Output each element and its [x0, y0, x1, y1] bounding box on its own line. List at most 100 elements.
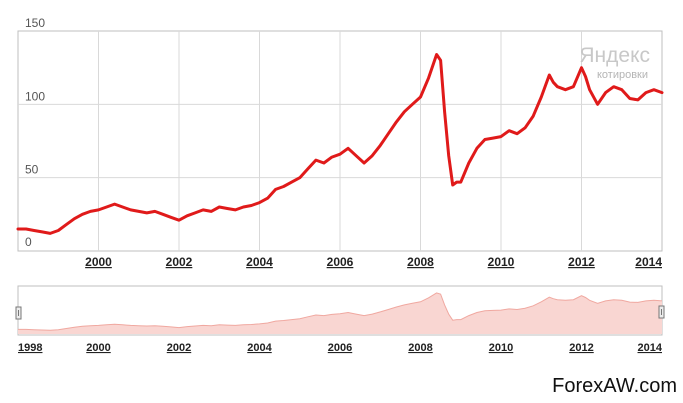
navigator-right-handle[interactable] — [658, 305, 665, 319]
data-point — [444, 111, 446, 113]
data-point — [331, 156, 333, 158]
data-point — [532, 115, 534, 117]
data-point — [564, 89, 567, 91]
data-point — [226, 207, 228, 210]
data-point — [258, 202, 261, 204]
data-point — [97, 209, 100, 211]
data-point — [460, 181, 462, 183]
data-point — [452, 184, 454, 186]
data-point — [114, 203, 116, 205]
data-point — [456, 181, 458, 183]
y-tick-label: 50 — [25, 163, 39, 177]
data-point — [613, 86, 615, 88]
data-point — [210, 210, 212, 212]
x-tick-label: 2012 — [568, 255, 595, 269]
navigator-line — [18, 292, 663, 331]
data-point — [645, 92, 647, 94]
navigator-left-handle[interactable] — [15, 306, 22, 320]
data-point — [516, 133, 518, 135]
data-point — [202, 209, 204, 211]
x-tick-label: 2002 — [166, 255, 193, 269]
data-point — [492, 137, 494, 139]
data-point — [597, 103, 599, 105]
navigator-tick-label: 2010 — [489, 342, 513, 354]
data-point — [347, 147, 349, 149]
data-point — [524, 127, 526, 129]
data-point — [267, 197, 269, 199]
data-point — [178, 219, 180, 221]
navigator-tick-label: 1998 — [18, 342, 42, 354]
navigator-tick-label: 2000 — [86, 342, 110, 354]
main-y-axis: 0 50 100 150 — [25, 16, 45, 249]
data-point — [122, 206, 124, 208]
data-point — [395, 121, 397, 123]
main-series-layer — [16, 53, 664, 235]
main-x-axis: 2000 2002 2004 2006 2008 2010 2012 2014 — [85, 255, 662, 269]
data-point — [65, 224, 67, 226]
navigator-tick-label: 2014 — [638, 342, 663, 354]
data-point — [283, 185, 285, 188]
data-point — [661, 92, 663, 94]
data-point — [299, 177, 301, 179]
data-point — [41, 231, 43, 233]
data-point — [552, 81, 554, 83]
data-point — [436, 53, 438, 56]
x-tick-label: 2014 — [635, 255, 662, 269]
data-point — [339, 153, 341, 155]
data-point — [403, 111, 405, 113]
data-point — [130, 209, 132, 211]
navigator-tick-label: 2004 — [247, 342, 272, 354]
x-tick-label: 2008 — [407, 255, 434, 269]
data-point — [629, 97, 631, 100]
navigator-area — [18, 292, 662, 334]
data-point — [637, 99, 639, 101]
data-point — [355, 155, 357, 157]
price-line — [16, 53, 664, 235]
navigator-x-axis: 1998 2000 2002 2004 2006 2008 2010 2012 2014 — [18, 342, 663, 354]
navigator-tick-label: 2008 — [408, 342, 432, 354]
data-point — [323, 162, 325, 164]
data-point — [589, 89, 591, 91]
data-point — [49, 232, 51, 234]
yandex-watermark: Яндекс котировки — [579, 44, 650, 81]
navigator-tick-label: 2002 — [167, 342, 191, 354]
data-point — [275, 188, 277, 190]
data-point — [540, 96, 542, 98]
x-tick-label: 2004 — [246, 255, 273, 269]
data-point — [33, 229, 35, 232]
data-point — [411, 103, 413, 105]
navigator-series-layer — [18, 292, 663, 334]
data-point — [106, 206, 108, 208]
data-point — [379, 144, 381, 146]
data-point — [154, 210, 156, 212]
data-point — [291, 181, 293, 183]
data-point — [89, 210, 91, 212]
data-point — [363, 162, 365, 164]
data-point — [162, 213, 164, 215]
data-point — [138, 210, 140, 212]
x-tick-label: 2006 — [327, 255, 354, 269]
data-point — [548, 74, 550, 76]
watermark-subtitle: котировки — [597, 69, 648, 81]
data-point — [440, 59, 442, 61]
data-point — [621, 89, 623, 91]
data-point — [468, 162, 470, 164]
data-point — [307, 168, 309, 170]
site-watermark: ForexAW.com — [552, 375, 677, 397]
navigator-tick-label: 2006 — [328, 342, 352, 354]
data-point — [580, 67, 583, 69]
data-point — [484, 138, 486, 141]
y-tick-label: 100 — [25, 89, 45, 103]
data-point — [194, 212, 196, 214]
data-point — [315, 159, 317, 161]
x-tick-label: 2000 — [85, 255, 112, 269]
data-point — [17, 228, 19, 230]
data-point — [556, 86, 559, 88]
data-point — [218, 206, 220, 208]
data-point — [73, 218, 75, 220]
data-point — [371, 155, 373, 157]
y-tick-label: 150 — [25, 16, 45, 30]
navigator-tick-label: 2012 — [569, 342, 593, 354]
data-point — [234, 209, 236, 211]
